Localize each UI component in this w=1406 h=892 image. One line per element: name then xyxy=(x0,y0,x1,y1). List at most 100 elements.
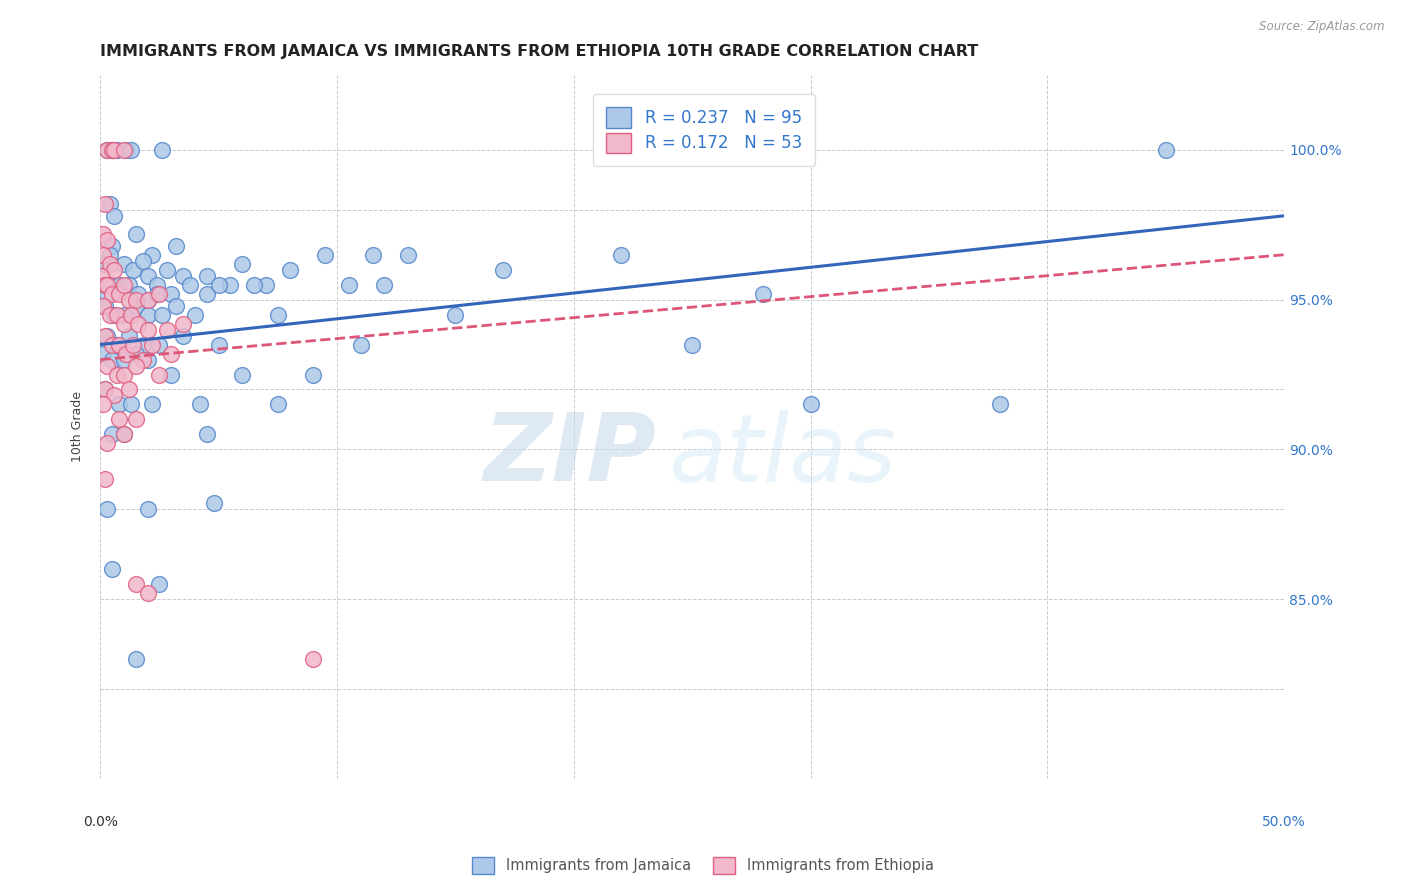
Point xyxy=(125,293,148,307)
Point xyxy=(94,383,117,397)
Point xyxy=(101,238,124,252)
Point xyxy=(148,286,170,301)
Point xyxy=(136,293,159,307)
Y-axis label: 10th Grade: 10th Grade xyxy=(72,392,84,462)
Point xyxy=(267,308,290,322)
Point xyxy=(94,257,117,271)
Point xyxy=(101,143,124,157)
Point xyxy=(160,346,183,360)
Point xyxy=(800,397,823,411)
Point xyxy=(96,359,118,373)
Point xyxy=(231,257,253,271)
Point xyxy=(101,562,124,576)
Point xyxy=(155,322,177,336)
Point xyxy=(96,233,118,247)
Point xyxy=(103,308,125,322)
Point xyxy=(132,337,155,351)
Point xyxy=(112,427,135,442)
Point xyxy=(96,328,118,343)
Legend: R = 0.237   N = 95, R = 0.172   N = 53: R = 0.237 N = 95, R = 0.172 N = 53 xyxy=(593,94,815,166)
Point xyxy=(108,337,131,351)
Point xyxy=(125,227,148,241)
Point xyxy=(231,368,253,382)
Point xyxy=(207,277,229,292)
Point xyxy=(91,248,114,262)
Point xyxy=(98,196,121,211)
Point xyxy=(108,286,131,301)
Point xyxy=(112,317,135,331)
Point xyxy=(96,277,118,292)
Point xyxy=(103,143,125,157)
Point xyxy=(94,383,117,397)
Point xyxy=(112,143,135,157)
Point xyxy=(103,262,125,277)
Point xyxy=(101,337,124,351)
Point xyxy=(112,427,135,442)
Point xyxy=(117,383,139,397)
Point xyxy=(136,586,159,600)
Point xyxy=(148,577,170,591)
Point xyxy=(136,268,159,283)
Point xyxy=(112,368,135,382)
Point xyxy=(90,268,112,283)
Point xyxy=(96,502,118,516)
Point xyxy=(108,277,131,292)
Point xyxy=(195,268,218,283)
Point xyxy=(117,328,139,343)
Text: 0.0%: 0.0% xyxy=(83,814,118,829)
Point xyxy=(96,436,118,450)
Point xyxy=(127,286,149,301)
Point xyxy=(112,277,135,292)
Point xyxy=(101,286,124,301)
Point xyxy=(267,397,290,411)
Point xyxy=(120,143,142,157)
Point xyxy=(188,397,211,411)
Point xyxy=(681,337,703,351)
Point xyxy=(1154,143,1177,157)
Point xyxy=(160,368,183,382)
Point xyxy=(184,308,207,322)
Point xyxy=(148,337,170,351)
Point xyxy=(122,337,145,351)
Text: atlas: atlas xyxy=(669,409,897,500)
Text: Source: ZipAtlas.com: Source: ZipAtlas.com xyxy=(1260,20,1385,33)
Point xyxy=(101,352,124,367)
Point xyxy=(172,268,194,283)
Point xyxy=(91,346,114,360)
Point xyxy=(120,397,142,411)
Text: 50.0%: 50.0% xyxy=(1263,814,1306,829)
Point xyxy=(165,238,187,252)
Point xyxy=(396,248,419,262)
Point xyxy=(141,248,163,262)
Point xyxy=(96,286,118,301)
Point xyxy=(94,328,117,343)
Point xyxy=(125,346,148,360)
Point xyxy=(195,286,218,301)
Point xyxy=(108,397,131,411)
Point xyxy=(172,317,194,331)
Point xyxy=(101,143,124,157)
Point xyxy=(148,368,170,382)
Point xyxy=(112,308,135,322)
Point xyxy=(112,352,135,367)
Point xyxy=(125,577,148,591)
Point xyxy=(105,143,128,157)
Point xyxy=(373,277,395,292)
Point xyxy=(125,652,148,666)
Point xyxy=(195,427,218,442)
Point xyxy=(125,359,148,373)
Point xyxy=(94,472,117,486)
Point xyxy=(350,337,373,351)
Point xyxy=(219,277,242,292)
Point xyxy=(96,143,118,157)
Point xyxy=(314,248,336,262)
Point xyxy=(98,257,121,271)
Point xyxy=(132,253,155,268)
Point xyxy=(98,308,121,322)
Point xyxy=(91,397,114,411)
Point xyxy=(988,397,1011,411)
Point xyxy=(207,337,229,351)
Point xyxy=(179,277,201,292)
Point xyxy=(103,388,125,402)
Point xyxy=(91,227,114,241)
